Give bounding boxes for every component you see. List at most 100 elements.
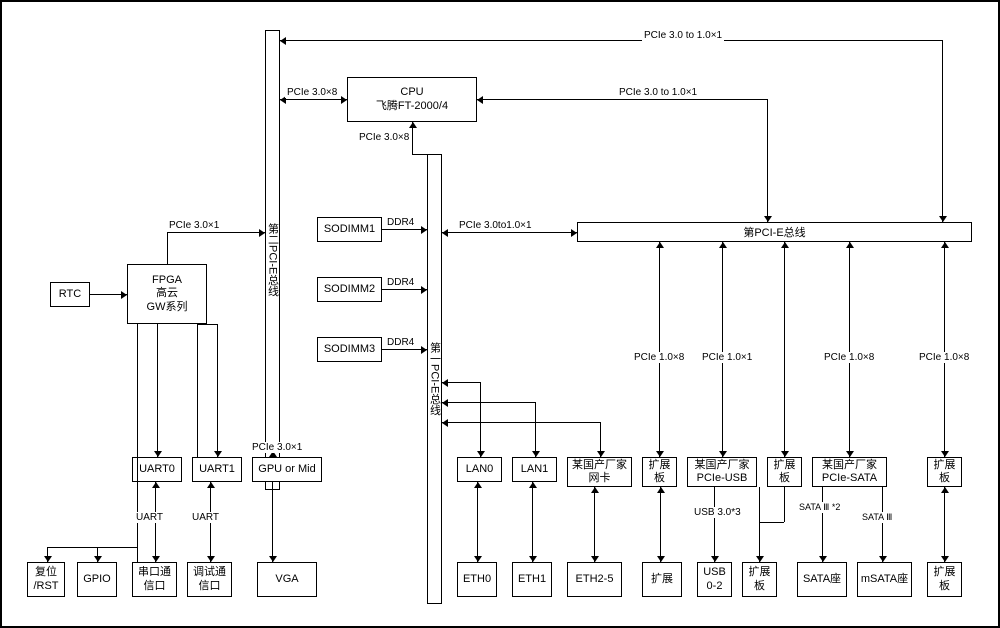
ah-s2	[421, 286, 427, 294]
lan1: LAN1	[512, 457, 557, 482]
rtc-block: RTC	[50, 282, 90, 307]
gpuv	[272, 482, 273, 562]
ext3d	[944, 487, 945, 562]
pcieusb-l0: 某国产厂家	[695, 459, 750, 472]
pciesata-l0: 某国产厂家	[822, 459, 877, 472]
sodimm3: SODIMM3	[317, 337, 382, 362]
ah-vga	[269, 556, 277, 562]
ah-cpubu	[409, 122, 417, 128]
lan0-l: LAN0	[466, 463, 494, 476]
ah-eth25u	[591, 487, 599, 493]
ah-s3	[421, 346, 427, 354]
lbl-d1: DDR4	[385, 217, 416, 228]
debug-l0: 调试通	[193, 566, 226, 579]
ah-husbd	[719, 451, 727, 457]
msata-l: mSATA座	[861, 573, 908, 586]
lbl-p4: PCIe 1.0×8	[917, 352, 971, 363]
ah-uart1	[214, 451, 222, 457]
line-cpurv	[767, 99, 768, 222]
bus1-horizontal: 第PCI-E总线	[577, 222, 972, 242]
fpga-d1h	[47, 547, 137, 548]
eth0: ETH0	[457, 562, 497, 597]
ext3b-l1: 板	[939, 580, 950, 593]
ah-ext1b	[657, 556, 665, 562]
pcieusb-l1: PCIe-USB	[697, 472, 748, 485]
lbl-cpub: PCIe 3.0×8	[357, 132, 411, 143]
line-cpur	[477, 99, 767, 100]
ext2: 扩展 板	[767, 457, 802, 487]
ah-nic	[597, 451, 605, 457]
h-ext2	[784, 242, 785, 457]
ah-s1	[421, 226, 427, 234]
fpga-d3h	[197, 324, 217, 325]
usbd1	[714, 487, 715, 562]
serial-l1: 信口	[144, 580, 166, 593]
ext3: 扩展 板	[927, 457, 962, 487]
lbl-usb: USB 3.0*3	[692, 507, 743, 518]
lbl-sata3: SATA Ⅲ	[860, 512, 894, 523]
fpga-block: FPGA 高云 GW系列	[127, 264, 207, 324]
line-top1	[280, 40, 942, 41]
vga: VGA	[257, 562, 317, 597]
line-fpgaup	[167, 232, 168, 264]
lbl-b1h: PCIe 3.0to1.0×1	[457, 220, 534, 231]
rtc-l0: RTC	[59, 288, 81, 301]
ah-husbu	[719, 242, 727, 248]
fpga-d2	[157, 324, 158, 457]
ah-u0u	[152, 482, 160, 488]
ah-u1u	[207, 482, 215, 488]
uart1: UART1	[192, 457, 242, 482]
uart0: UART0	[132, 457, 182, 482]
lan0d	[477, 482, 478, 562]
ah-cpurl	[477, 96, 483, 104]
ext1b-l: 扩展	[651, 573, 673, 586]
h-sata	[849, 242, 850, 457]
ah-lan0	[477, 451, 485, 457]
lbl-gpu: PCIe 3.0×1	[250, 442, 304, 453]
ext2-l1: 板	[779, 472, 790, 485]
ext3-l1: 板	[939, 472, 950, 485]
ah-reset	[44, 556, 52, 562]
nicd	[594, 487, 595, 562]
ah-ext3b	[941, 556, 949, 562]
ext2b-l0: 扩展	[749, 566, 771, 579]
ah-hext2d	[781, 451, 789, 457]
ah-b1hr	[571, 229, 577, 237]
ah-hsatad	[846, 451, 854, 457]
lbl-cpul: PCIe 3.0×8	[285, 87, 339, 98]
sodimm3-l: SODIMM3	[324, 343, 375, 356]
ah-usb02	[711, 556, 719, 562]
ah-top1l	[280, 37, 286, 45]
reset-l0: 复位	[35, 566, 57, 579]
ext2d	[784, 487, 785, 522]
gpumid-l: GPU or Mid	[258, 463, 315, 476]
eth0-l: ETH0	[463, 573, 491, 586]
usbd2	[759, 487, 760, 562]
fpga-l2: GW系列	[147, 301, 188, 314]
gpio-l: GPIO	[83, 573, 111, 586]
ah-eth1	[529, 556, 537, 562]
line-top1v	[942, 40, 943, 222]
satad2	[882, 487, 883, 562]
usb02: USB 0-2	[697, 562, 732, 597]
fpga-d3	[197, 324, 198, 457]
fpga-l0: FPGA	[152, 274, 182, 287]
ah-uart0	[154, 451, 162, 457]
ah-b1nic	[442, 419, 448, 427]
satazuo: SATA座	[797, 562, 847, 597]
ah-hext2u	[781, 242, 789, 248]
ext2dh	[759, 522, 784, 523]
ah-hext1u	[656, 242, 664, 248]
lbl-p3: PCIe 1.0×8	[822, 352, 876, 363]
ext2b-l1: 板	[754, 580, 765, 593]
lbl-uartl: UART	[134, 512, 165, 523]
b1-nich	[442, 422, 600, 423]
lbl-sata2: SATA Ⅲ *2	[797, 502, 842, 513]
pciesata: 某国产厂家 PCIe-SATA	[812, 457, 887, 487]
pcieusb: 某国产厂家 PCIe-USB	[687, 457, 757, 487]
ah-rtc	[121, 291, 127, 299]
fpga-d3v	[217, 324, 218, 457]
ext1-l1: 板	[654, 472, 665, 485]
lbl-d2: DDR4	[385, 277, 416, 288]
ext1-l0: 扩展	[649, 459, 671, 472]
